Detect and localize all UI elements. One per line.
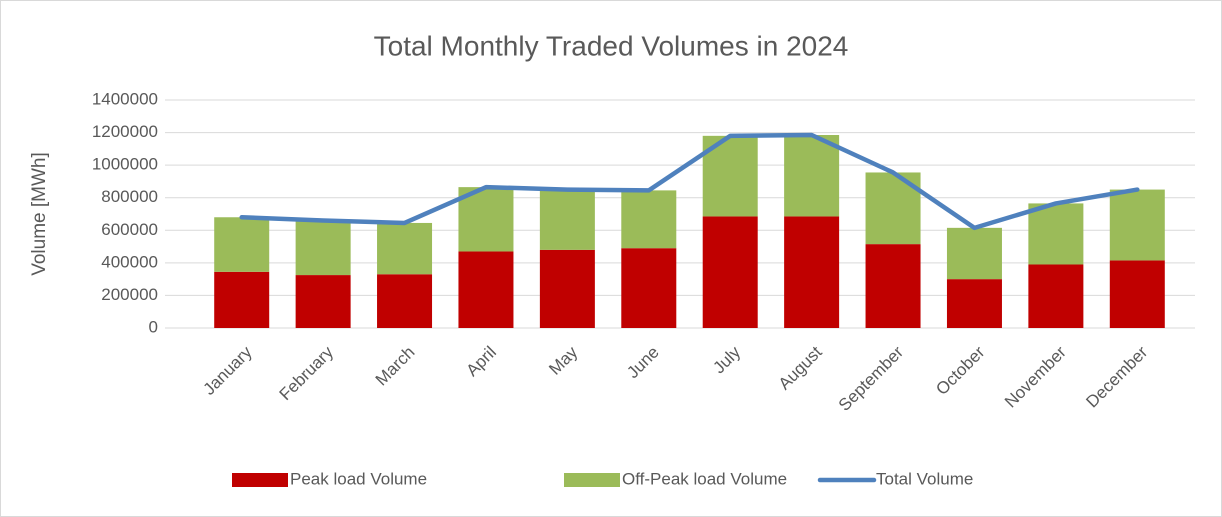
y-tick-label: 200000 xyxy=(101,285,158,304)
bar xyxy=(1109,189,1165,261)
bar xyxy=(1028,203,1084,265)
legend-label: Total Volume xyxy=(876,469,973,488)
y-tick-label: 800000 xyxy=(101,187,158,206)
bar xyxy=(784,135,840,217)
bar xyxy=(621,248,677,328)
y-tick-label: 600000 xyxy=(101,220,158,239)
bar xyxy=(214,271,270,328)
bar xyxy=(295,275,351,328)
legend-swatch xyxy=(232,473,288,487)
bar xyxy=(946,279,1002,328)
y-tick-label: 1200000 xyxy=(92,122,158,141)
bar xyxy=(702,216,758,328)
legend-label: Off-Peak load Volume xyxy=(622,469,787,488)
y-tick-label: 400000 xyxy=(101,252,158,271)
line-series xyxy=(239,132,1140,231)
bar xyxy=(865,244,921,328)
y-tick-label: 1000000 xyxy=(92,155,158,174)
chart-title: Total Monthly Traded Volumes in 2024 xyxy=(374,30,849,61)
bar xyxy=(458,187,514,252)
bar xyxy=(377,222,433,275)
y-axis-label: Volume [MWh] xyxy=(29,152,50,276)
bar xyxy=(214,217,270,272)
bar xyxy=(784,216,840,328)
bar xyxy=(539,249,595,328)
bar xyxy=(1028,264,1084,328)
y-tick-label: 1400000 xyxy=(92,89,158,108)
legend-label: Peak load Volume xyxy=(290,469,427,488)
bar xyxy=(946,227,1002,280)
legend-swatch xyxy=(564,473,620,487)
bar xyxy=(1109,260,1165,328)
bar xyxy=(377,274,433,328)
bar xyxy=(621,190,677,249)
bar xyxy=(458,251,514,328)
y-tick-label: 0 xyxy=(149,317,158,336)
bar xyxy=(295,220,351,276)
bar xyxy=(539,189,595,250)
